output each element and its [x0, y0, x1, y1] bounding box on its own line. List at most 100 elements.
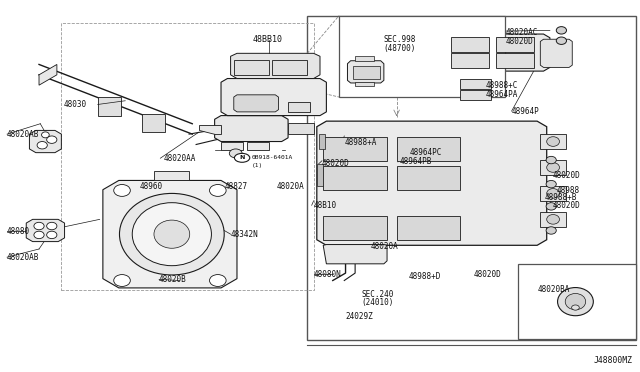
Polygon shape [29, 131, 61, 153]
Polygon shape [214, 116, 288, 141]
Text: 48988+C: 48988+C [486, 81, 518, 90]
Text: 48020D: 48020D [505, 37, 533, 46]
Text: 48BB10: 48BB10 [253, 35, 283, 44]
Text: 48964PC: 48964PC [410, 148, 442, 157]
Bar [540, 186, 566, 201]
Ellipse shape [565, 294, 586, 310]
Text: J48800MZ: J48800MZ [594, 356, 633, 365]
Ellipse shape [132, 203, 211, 266]
Text: 48020D: 48020D [473, 270, 501, 279]
Polygon shape [317, 164, 323, 186]
Bar [339, 16, 505, 97]
Ellipse shape [547, 137, 559, 146]
Polygon shape [234, 95, 278, 112]
Text: 48080: 48080 [7, 227, 30, 236]
Polygon shape [317, 121, 547, 245]
Polygon shape [98, 97, 121, 116]
Ellipse shape [47, 231, 57, 238]
Bar [323, 216, 387, 240]
Text: 48988: 48988 [556, 186, 579, 195]
Text: SEC.240: SEC.240 [362, 290, 394, 299]
Text: 48988+A: 48988+A [344, 138, 377, 147]
Text: 48988+B: 48988+B [545, 193, 577, 202]
Text: 48020D: 48020D [321, 159, 349, 168]
Polygon shape [221, 78, 326, 116]
Ellipse shape [229, 149, 242, 158]
Polygon shape [319, 134, 325, 149]
Polygon shape [348, 61, 384, 83]
Text: SEC.998: SEC.998 [384, 35, 416, 44]
Ellipse shape [47, 136, 57, 143]
Polygon shape [198, 125, 221, 134]
Ellipse shape [42, 132, 49, 138]
Ellipse shape [114, 275, 131, 286]
Bar [397, 166, 461, 190]
Bar [461, 90, 491, 100]
Ellipse shape [556, 37, 566, 44]
Text: (1): (1) [252, 163, 263, 168]
Text: 48020AB: 48020AB [7, 129, 40, 139]
Text: (24010): (24010) [362, 298, 394, 307]
Ellipse shape [556, 27, 566, 34]
Bar [288, 102, 310, 112]
Ellipse shape [37, 141, 47, 149]
Polygon shape [154, 171, 189, 180]
Text: 48020AC: 48020AC [505, 28, 538, 37]
Text: (48700): (48700) [384, 44, 416, 52]
Text: 48964P: 48964P [511, 108, 540, 116]
Bar [495, 53, 534, 68]
Bar [323, 166, 387, 190]
Ellipse shape [572, 305, 579, 310]
Polygon shape [103, 180, 237, 288]
Text: 0B918-6401A: 0B918-6401A [252, 155, 293, 160]
Ellipse shape [546, 227, 556, 234]
Bar [397, 216, 461, 240]
Text: 24029Z: 24029Z [346, 312, 373, 321]
Text: 48020BA: 48020BA [537, 285, 570, 294]
Ellipse shape [546, 156, 556, 164]
Text: 48080N: 48080N [314, 270, 341, 279]
Bar [221, 141, 243, 150]
Polygon shape [442, 34, 550, 71]
Bar [451, 53, 489, 68]
Text: 48020AA: 48020AA [164, 154, 196, 163]
Ellipse shape [547, 215, 559, 224]
Text: 48030: 48030 [63, 100, 86, 109]
Bar [495, 37, 534, 52]
Ellipse shape [546, 203, 556, 210]
Text: 48020A: 48020A [276, 182, 305, 191]
Bar [518, 264, 636, 339]
Bar [355, 56, 374, 61]
Polygon shape [230, 53, 320, 78]
Text: 48020AB: 48020AB [7, 253, 40, 262]
Bar [246, 141, 269, 150]
Bar [288, 123, 314, 134]
Ellipse shape [34, 222, 44, 230]
Text: 48342N: 48342N [230, 230, 259, 239]
Polygon shape [26, 219, 65, 241]
Bar [307, 16, 636, 340]
Ellipse shape [547, 189, 559, 198]
Text: 48020B: 48020B [159, 275, 187, 284]
Ellipse shape [209, 275, 226, 286]
Text: 48020A: 48020A [371, 241, 399, 250]
Ellipse shape [114, 185, 131, 196]
Ellipse shape [47, 222, 57, 230]
Ellipse shape [557, 288, 593, 316]
Bar [234, 60, 269, 75]
Polygon shape [323, 244, 387, 264]
Text: N: N [239, 155, 244, 160]
Text: 48988+D: 48988+D [408, 272, 440, 281]
Ellipse shape [546, 180, 556, 188]
Ellipse shape [120, 193, 224, 275]
Bar [540, 212, 566, 227]
Bar [451, 37, 489, 52]
Polygon shape [39, 64, 57, 85]
Text: 48020D: 48020D [553, 171, 581, 180]
Text: 48020D: 48020D [553, 201, 581, 210]
Ellipse shape [34, 231, 44, 238]
Text: 48B10: 48B10 [314, 201, 337, 210]
Text: 48827: 48827 [224, 182, 247, 191]
Text: 48964PA: 48964PA [486, 90, 518, 99]
Bar [355, 82, 374, 86]
